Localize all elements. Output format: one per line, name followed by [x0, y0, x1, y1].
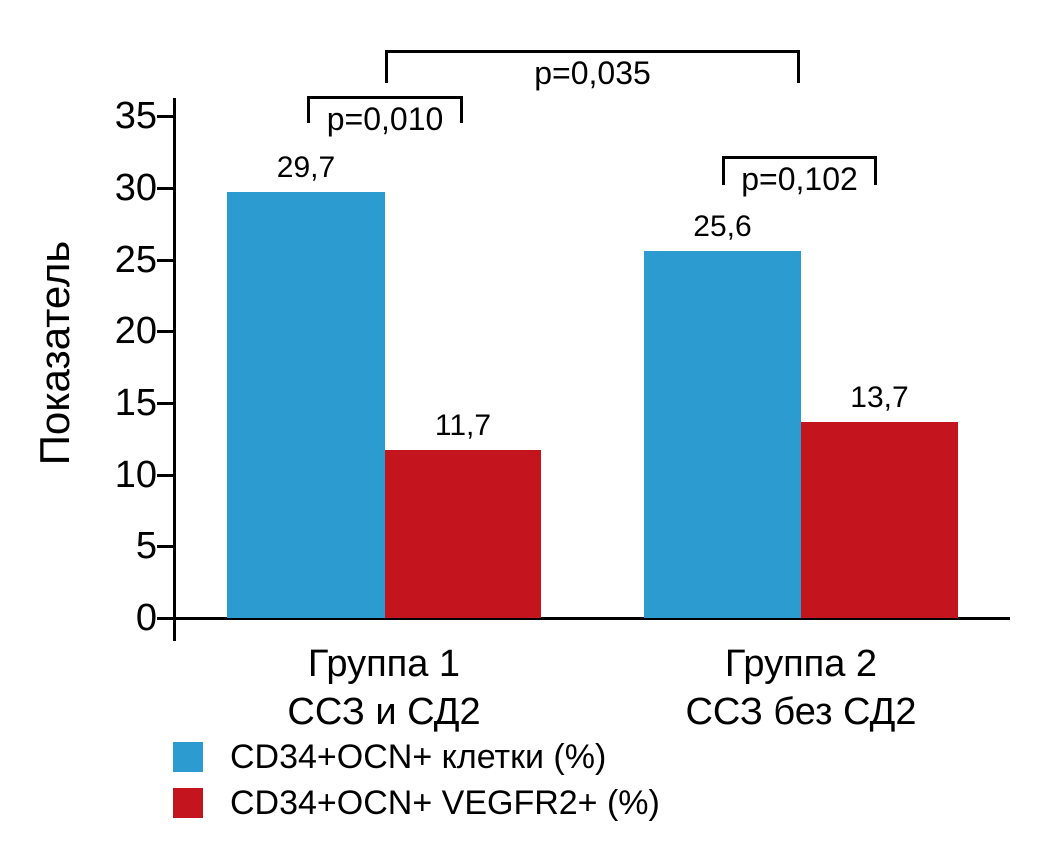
legend-swatch-blue [173, 742, 203, 772]
y-tick-label: 10 [114, 454, 157, 496]
significance-bracket-p010: p=0,010 [307, 96, 463, 135]
y-tick-label: 30 [114, 167, 157, 209]
x-category-label-group2: Группа 2 ССЗ без СД2 [591, 640, 1011, 736]
bar-group1-cd34-ocn-vegfr2: 11,7 [385, 411, 541, 618]
group2-title: Группа 2 [724, 643, 878, 685]
y-tick-mark [157, 474, 173, 477]
y-tick-mark [157, 617, 173, 620]
bar-value-label: 29,7 [276, 151, 336, 184]
y-tick-label: 35 [114, 95, 157, 137]
p-value-label: p=0,035 [534, 55, 651, 91]
group2-subtitle: ССЗ без СД2 [685, 691, 917, 733]
y-tick-label: 25 [114, 239, 157, 281]
bar-group2-cd34-ocn-cells: 25,6 [644, 212, 801, 618]
significance-bracket-p102: p=0,102 [722, 156, 877, 195]
y-axis-line [173, 98, 176, 641]
significance-bracket-p035: p=0,035 [385, 50, 800, 89]
y-tick-mark [157, 259, 173, 262]
y-tick-label: 20 [114, 310, 157, 352]
bar-value-label: 11,7 [434, 409, 492, 442]
bar-value-label: 25,6 [693, 210, 752, 243]
x-axis-line [173, 617, 1010, 620]
bar-group2-cd34-ocn-vegfr2: 13,7 [801, 383, 958, 618]
y-tick-mark [157, 115, 173, 118]
y-tick-mark [157, 330, 173, 333]
bar-value-label: 13,7 [850, 381, 909, 414]
p-value-label: p=0,102 [741, 161, 858, 197]
y-tick-mark [157, 545, 173, 548]
y-tick-mark [157, 402, 173, 405]
legend-label-cd34-ocn-cells: CD34+OCN+ клетки (%) [230, 738, 607, 776]
group1-subtitle: ССЗ и СД2 [287, 691, 481, 733]
y-tick-label: 5 [135, 525, 157, 567]
x-category-label-group1: Группа 1 ССЗ и СД2 [174, 640, 594, 736]
p-value-label: p=0,010 [326, 101, 444, 137]
legend-swatch-red [173, 788, 203, 818]
y-tick-mark [157, 187, 173, 190]
y-tick-label: 15 [114, 382, 157, 424]
bar-group1-cd34-ocn-cells: 29,7 [227, 153, 385, 618]
group1-title: Группа 1 [307, 643, 461, 685]
legend-label-cd34-ocn-vegfr2: CD34+OCN+ VEGFR2+ (%) [230, 784, 660, 822]
y-tick-label: 0 [135, 597, 157, 639]
